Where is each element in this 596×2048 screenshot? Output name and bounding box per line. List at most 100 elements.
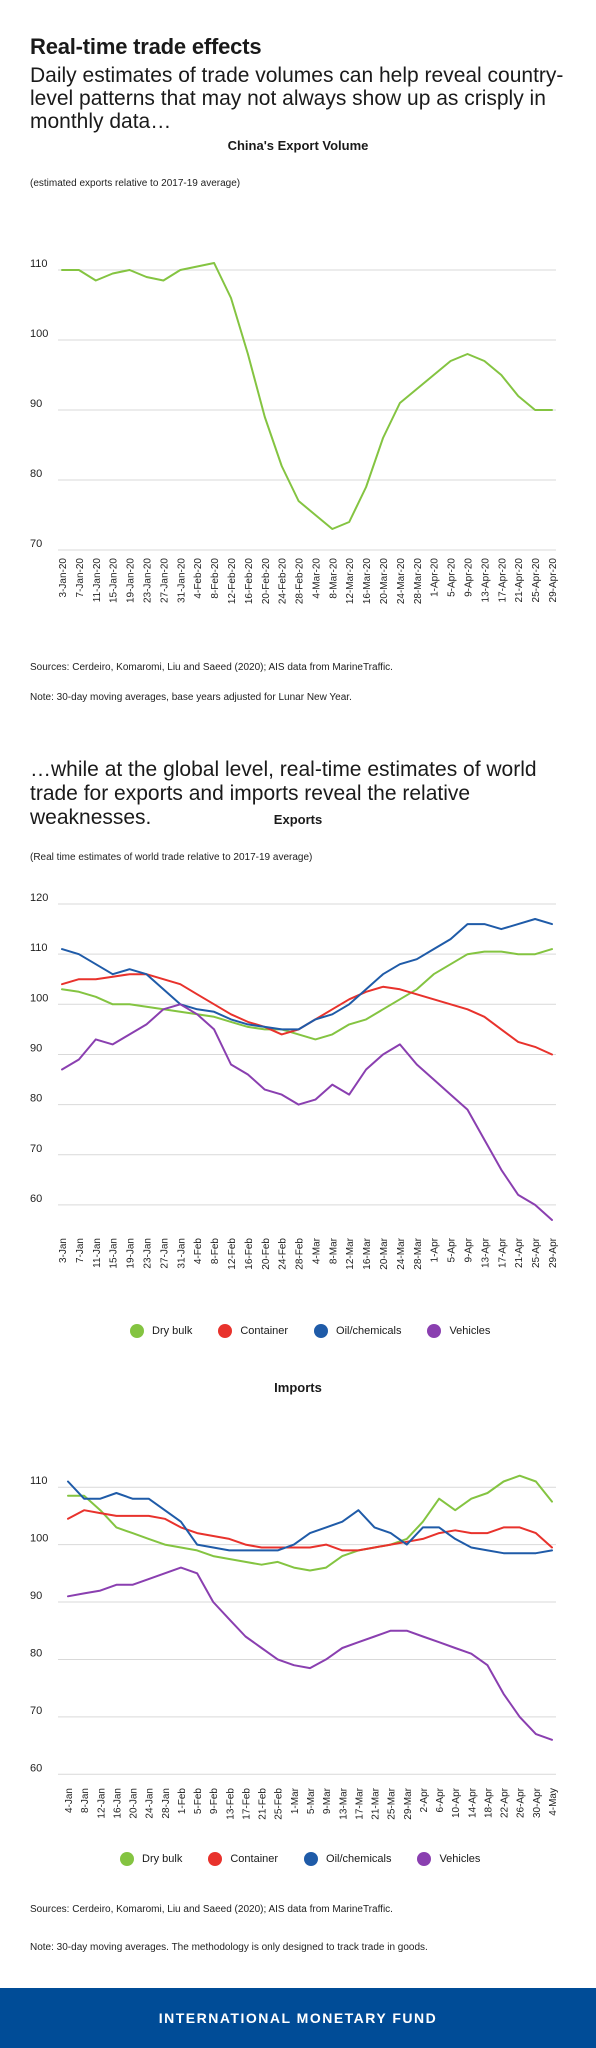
x-tick-label: 8-Mar (328, 1237, 339, 1264)
x-tick-label: 5-Apr-20 (447, 558, 458, 597)
y-tick-label: 70 (30, 538, 42, 550)
x-tick-label: 5-Mar (306, 1787, 317, 1814)
x-tick-label: 29-Mar (403, 1787, 414, 1819)
legend-swatch-purple (427, 1324, 442, 1338)
x-tick-label: 7-Jan-20 (75, 558, 86, 598)
x-tick-label: 5-Feb (193, 1788, 204, 1815)
x-tick-label: 20-Feb-20 (261, 558, 272, 605)
x-tick-label: 13-Apr (480, 1237, 491, 1268)
x-tick-label: 4-Feb-20 (193, 558, 204, 599)
legend-label: Container (230, 1853, 279, 1865)
x-tick-label: 27-Jan (159, 1238, 170, 1269)
x-tick-label: 24-Feb (278, 1238, 289, 1270)
x-tick-label: 9-Feb (209, 1788, 220, 1815)
x-tick-label: 21-Apr-20 (514, 558, 525, 603)
legend-label: Vehicles (439, 1853, 481, 1865)
legend-label: Dry bulk (152, 1325, 193, 1337)
china-sources: Sources: Cerdeiro, Komaromi, Liu and Sae… (30, 662, 393, 673)
world-exports-chart: 60 70 80 90 100 110 120 3-Jan 7-Jan 11-Jan 15-Jan 1… (30, 892, 559, 1270)
series-line-dry-bulk (67, 1474, 553, 1572)
exports-legend: Dry bulk Container Oil/chemicals Vehicle… (130, 1324, 516, 1338)
y-tick-label: 110 (30, 258, 48, 270)
x-tick-label: 12-Jan (96, 1788, 107, 1819)
x-tick-label: 28-Feb (295, 1238, 306, 1270)
x-tick-label: 13-Mar (338, 1787, 349, 1819)
legend-oil: Oil/chemicals (314, 1324, 401, 1338)
x-tick-label: 16-Jan (112, 1788, 123, 1819)
x-tick-label: 5-Apr (447, 1237, 458, 1262)
x-tick-label: 31-Jan (176, 1238, 187, 1269)
series-line-container (67, 1509, 553, 1552)
x-tick-label: 24-Mar-20 (396, 558, 407, 605)
y-tick-label: 120 (30, 892, 48, 904)
x-tick-label: 16-Mar (362, 1237, 373, 1269)
x-tick-label: 1-Mar (290, 1787, 301, 1814)
x-tick-label: 2-Apr (419, 1787, 430, 1812)
page-subtitle-1: Daily estimates of trade volumes can hel… (30, 64, 564, 133)
x-tick-label: 24-Jan (145, 1788, 156, 1819)
x-tick-label: 19-Jan-20 (126, 558, 137, 603)
exports-chart-note-top: (Real time estimates of world trade rela… (30, 852, 313, 863)
legend-swatch-purple (417, 1852, 432, 1866)
x-tick-label: 13-Apr-20 (480, 558, 491, 603)
x-tick-label: 19-Jan (126, 1238, 137, 1269)
x-tick-label: 28-Jan (161, 1788, 172, 1819)
x-tick-label: 6-Apr (435, 1787, 446, 1812)
legend-label: Oil/chemicals (336, 1325, 402, 1337)
x-tick-label: 29-Apr-20 (548, 558, 559, 603)
page-subtitle-2: …while at the global level, real-time es… (30, 758, 537, 829)
legend-oil: Oil/chemicals (304, 1852, 391, 1866)
legend-vehicles: Vehicles (417, 1852, 480, 1866)
x-tick-label: 4-Feb (193, 1238, 204, 1265)
y-tick-label: 100 (30, 1533, 48, 1545)
series-line-oil-chemicals (61, 918, 553, 1031)
x-tick-label: 8-Mar-20 (328, 558, 339, 599)
x-tick-label: 4-Mar-20 (311, 558, 322, 599)
x-tick-label: 8-Feb-20 (210, 558, 221, 599)
y-tick-label: 80 (30, 1093, 42, 1105)
imports-note: Note: 30-day moving averages. The method… (30, 1942, 428, 1953)
legend-label: Oil/chemicals (326, 1853, 392, 1865)
y-tick-label: 110 (30, 942, 48, 954)
x-tick-label: 16-Feb-20 (244, 558, 255, 605)
x-tick-label: 20-Jan (129, 1788, 140, 1819)
x-tick-label: 21-Apr (514, 1237, 525, 1268)
x-tick-label: 20-Mar-20 (379, 558, 390, 605)
x-tick-label: 15-Jan (109, 1238, 120, 1269)
china-chart-note-top: (estimated exports relative to 2017-19 a… (30, 178, 241, 189)
legend-dry-bulk: Dry bulk (130, 1324, 192, 1338)
y-tick-label: 100 (30, 328, 48, 340)
x-tick-label: 20-Feb (261, 1238, 272, 1270)
x-tick-label: 17-Mar (354, 1787, 365, 1819)
y-tick-label: 80 (30, 1647, 42, 1659)
legend-label: Container (240, 1325, 289, 1337)
x-tick-label: 14-Apr (467, 1787, 478, 1818)
x-tick-label: 30-Apr (532, 1787, 543, 1818)
x-tick-label: 24-Mar (396, 1237, 407, 1269)
legend-label: Vehicles (449, 1325, 491, 1337)
legend-swatch-green (130, 1324, 144, 1338)
x-tick-label: 22-Apr (500, 1787, 511, 1818)
legend-container: Container (218, 1324, 288, 1338)
x-tick-label: 11-Jan-20 (92, 558, 103, 603)
x-tick-label: 3-Jan-20 (58, 558, 69, 598)
x-tick-label: 11-Jan (92, 1238, 103, 1268)
legend-vehicles: Vehicles (427, 1324, 490, 1338)
x-tick-label: 25-Mar (387, 1787, 398, 1819)
x-tick-label: 28-Mar (413, 1237, 424, 1269)
x-tick-label: 1-Apr-20 (430, 558, 441, 597)
x-tick-label: 20-Mar (379, 1237, 390, 1269)
legend-swatch-blue (304, 1852, 319, 1866)
x-tick-label: 9-Apr-20 (464, 558, 475, 597)
x-tick-label: 21-Mar (371, 1787, 382, 1819)
x-tick-label: 7-Jan (75, 1238, 86, 1263)
x-tick-label: 28-Mar-20 (413, 558, 424, 605)
x-tick-label: 4-Jan (64, 1788, 75, 1813)
x-tick-label: 1-Apr (430, 1237, 441, 1262)
x-tick-label: 25-Feb (274, 1788, 285, 1820)
x-tick-label: 16-Feb (244, 1238, 255, 1270)
x-tick-label: 17-Apr-20 (497, 558, 508, 603)
x-tick-label: 8-Feb (210, 1238, 221, 1265)
y-tick-label: 60 (30, 1762, 42, 1774)
y-tick-label: 70 (30, 1143, 42, 1155)
